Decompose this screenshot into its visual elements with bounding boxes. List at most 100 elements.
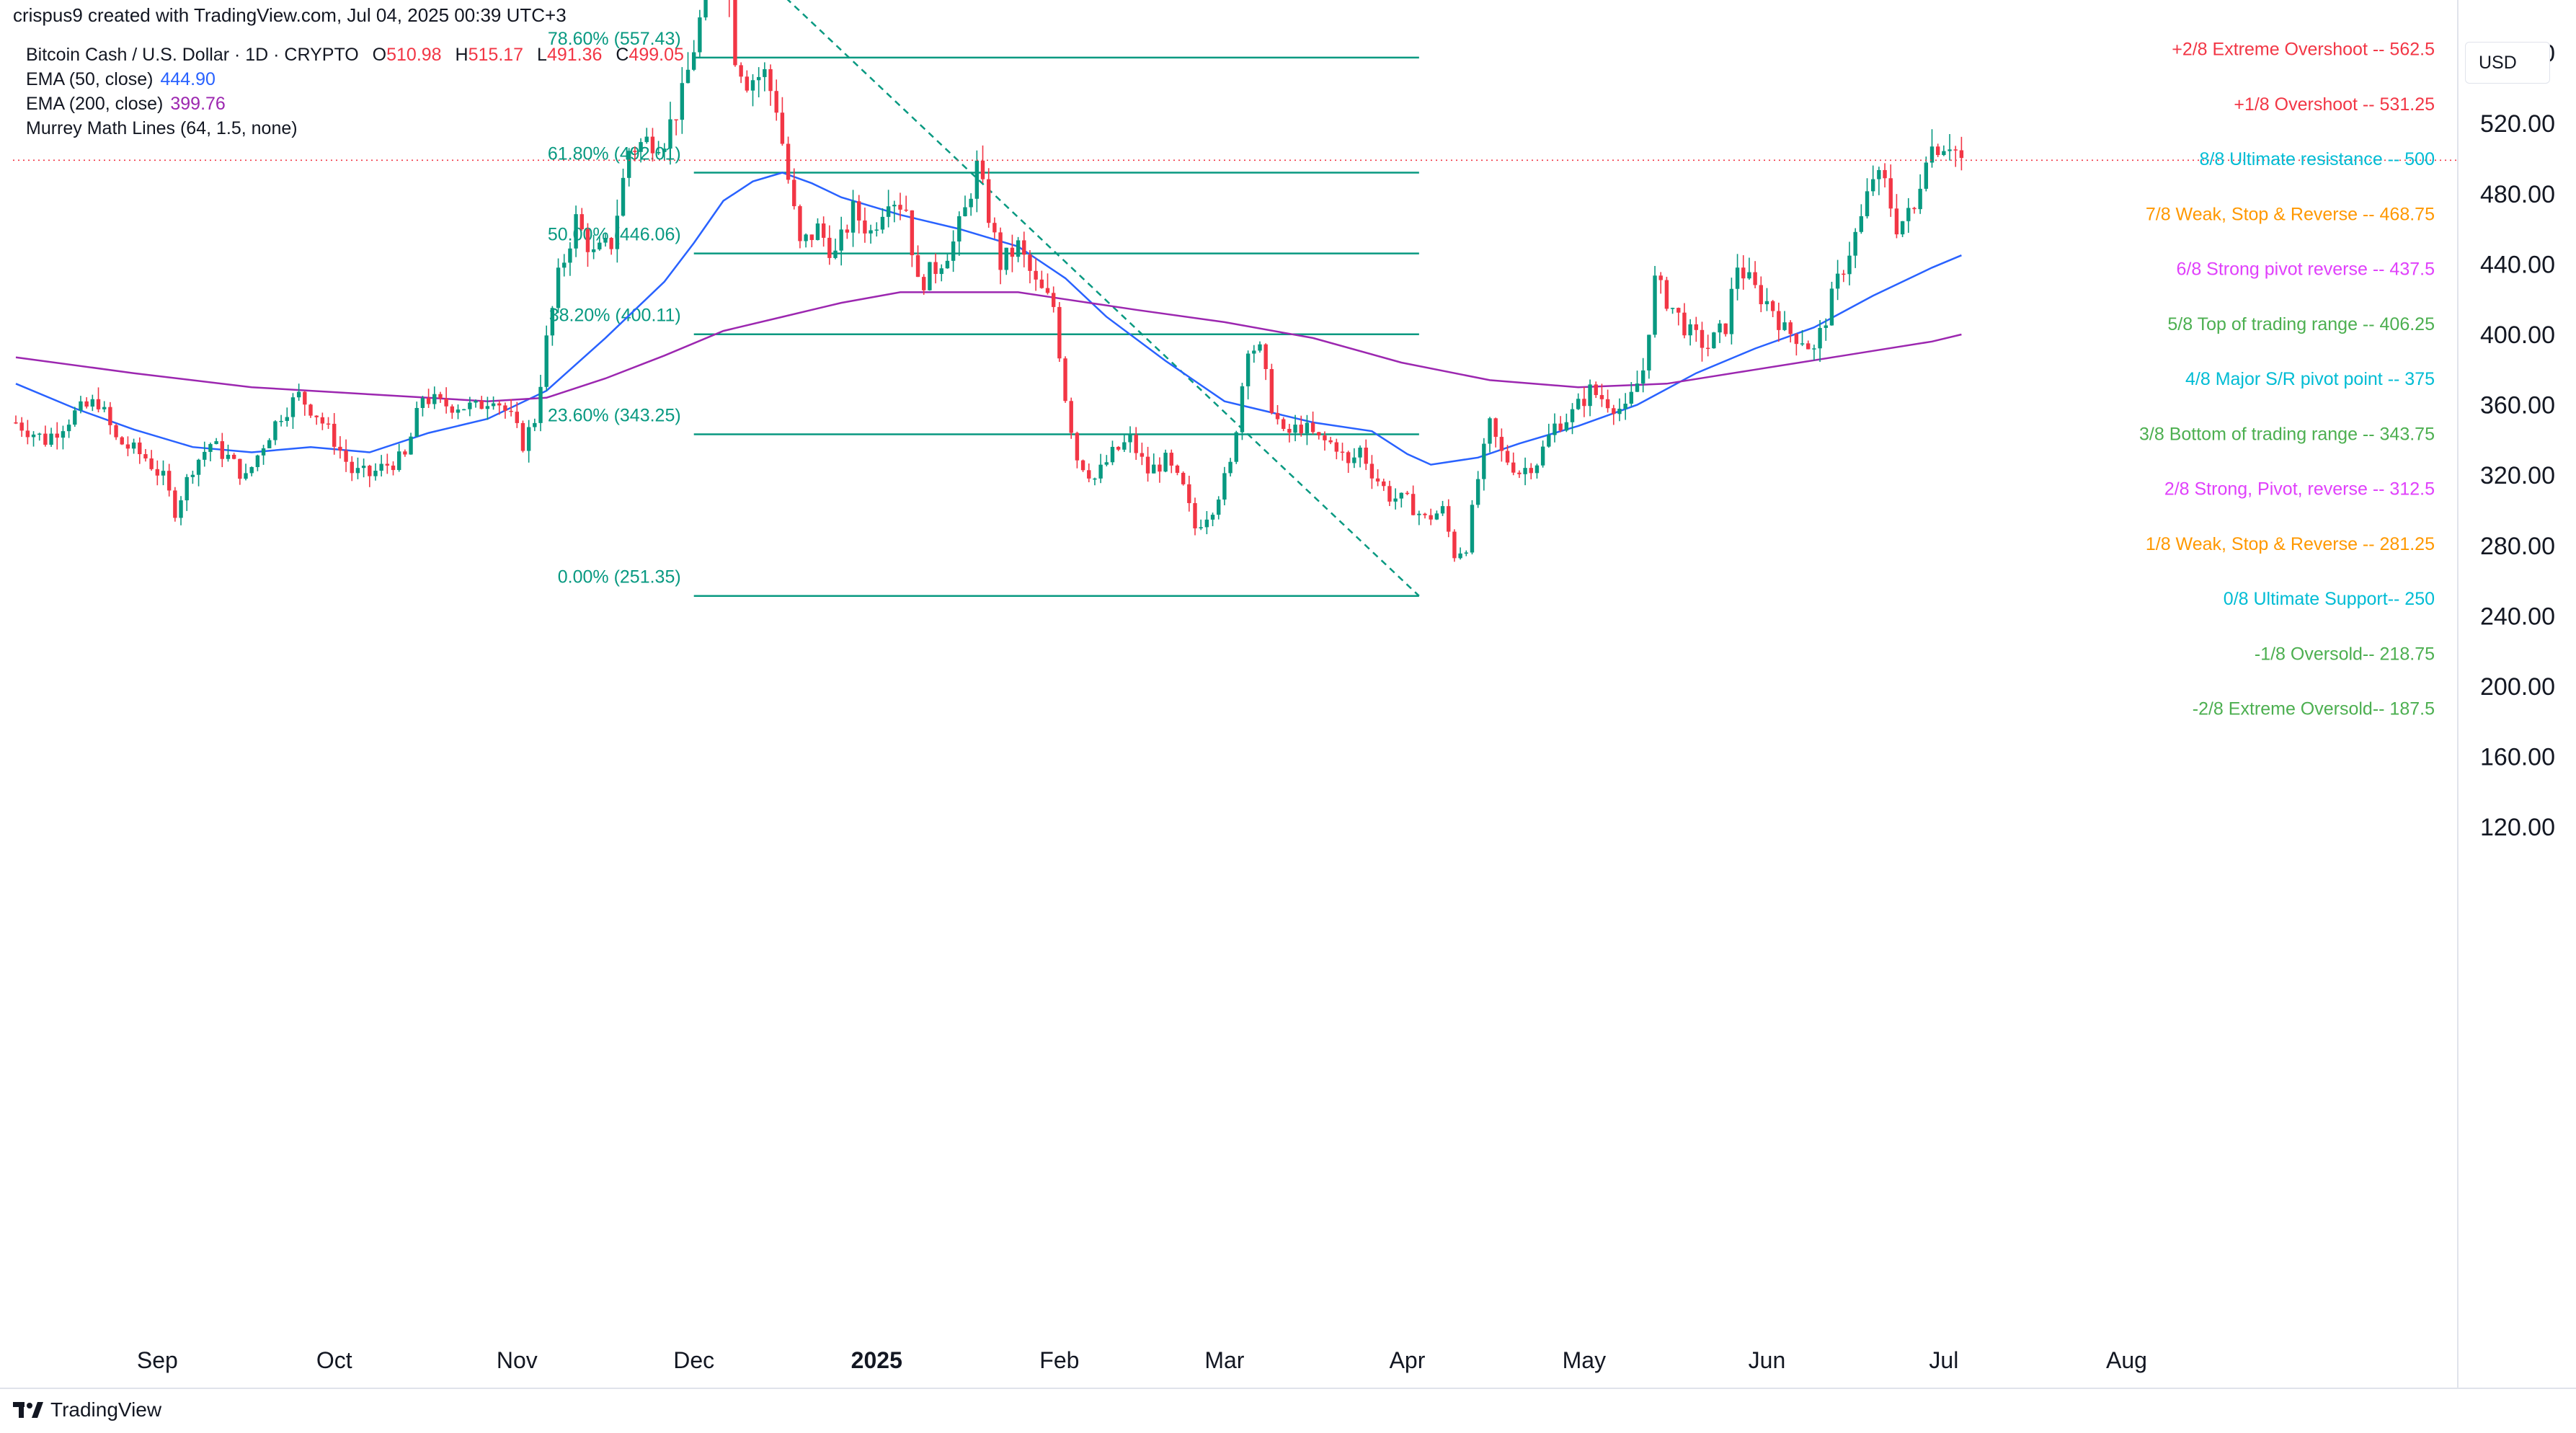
candle-body bbox=[1918, 188, 1922, 210]
candle-body bbox=[479, 400, 484, 409]
candle-body bbox=[55, 433, 59, 438]
candle-body bbox=[621, 177, 626, 216]
candle-body bbox=[1464, 552, 1468, 554]
candle-body bbox=[1729, 288, 1734, 334]
candle-body bbox=[680, 83, 685, 120]
candle-body bbox=[674, 119, 678, 121]
candle-body bbox=[1417, 513, 1421, 515]
candle-body bbox=[1369, 463, 1374, 479]
candle-body bbox=[745, 76, 750, 91]
candle-body bbox=[238, 458, 242, 479]
candle-body bbox=[203, 451, 207, 460]
candle-body bbox=[1912, 208, 1917, 210]
candle-body bbox=[1564, 422, 1569, 431]
ohlc-values: O510.98 H515.17 L491.36 C499.05 bbox=[364, 45, 684, 65]
symbol-legend[interactable]: Bitcoin Cash / U.S. Dollar · 1D · CRYPTO… bbox=[26, 45, 684, 66]
murrey-level-label: +1/8 Overshoot -- 531.25 bbox=[2234, 94, 2435, 115]
candle-body bbox=[1935, 146, 1940, 156]
candle-body bbox=[1375, 478, 1380, 482]
candle-body bbox=[980, 160, 985, 179]
candle-body bbox=[420, 398, 425, 408]
candle-body bbox=[261, 448, 266, 456]
candle-body bbox=[49, 433, 53, 445]
candle-body bbox=[1269, 369, 1274, 413]
candle-body bbox=[685, 69, 690, 84]
candle-body bbox=[1393, 498, 1398, 502]
candle-body bbox=[798, 206, 802, 241]
candle-body bbox=[125, 444, 130, 449]
time-tick-label: Oct bbox=[316, 1347, 352, 1373]
fibonacci-retracement[interactable]: 100.00% (640.77)78.60% (557.43)61.80% (4… bbox=[538, 0, 1420, 597]
candle-body bbox=[509, 410, 513, 412]
candle-body bbox=[1553, 423, 1557, 435]
candle-body bbox=[1057, 306, 1062, 359]
candle-body bbox=[1759, 285, 1763, 305]
tradingview-brand: TradingView bbox=[50, 1398, 162, 1421]
candle-body bbox=[1741, 267, 1746, 279]
candle-body bbox=[37, 433, 42, 435]
candle-body bbox=[1104, 462, 1109, 465]
candle-body bbox=[733, 0, 737, 66]
time-tick-label: 2025 bbox=[851, 1347, 902, 1373]
candle-body bbox=[320, 417, 325, 424]
candle-body bbox=[533, 422, 537, 427]
candle-body bbox=[1039, 279, 1044, 288]
candle-body bbox=[1924, 162, 1929, 189]
candle-body bbox=[874, 229, 879, 231]
candle-body bbox=[1310, 422, 1315, 432]
candle-body bbox=[1234, 432, 1238, 462]
candle-body bbox=[1493, 418, 1498, 438]
time-tick-label: Jul bbox=[1929, 1347, 1958, 1373]
candle-body bbox=[969, 198, 973, 208]
time-axis: Sep Oct Nov Dec 2025 Feb Mar Apr May Jun Jul Aug bbox=[0, 1347, 2576, 1389]
candle-body bbox=[1900, 221, 1905, 235]
price-tick-label: 200.00 bbox=[2480, 673, 2555, 701]
candle-body bbox=[249, 466, 254, 474]
high-label: H bbox=[455, 45, 468, 65]
tradingview-logo[interactable]: TradingView bbox=[13, 1398, 161, 1421]
candle-body bbox=[1087, 470, 1091, 479]
candle-body bbox=[1576, 399, 1581, 409]
close-label: C bbox=[616, 45, 629, 65]
legend-ema200[interactable]: EMA (200, close) 399.76 bbox=[26, 94, 226, 115]
legend-ema50[interactable]: EMA (50, close) 444.90 bbox=[26, 69, 216, 90]
murrey-level-label: -2/8 Extreme Oversold-- 187.5 bbox=[2193, 699, 2435, 719]
candle-body bbox=[155, 469, 160, 476]
candle-body bbox=[1411, 494, 1416, 515]
candle-body bbox=[1134, 435, 1138, 453]
candle-body bbox=[703, 0, 708, 18]
candle-body bbox=[1782, 322, 1787, 330]
candle-body bbox=[1175, 465, 1180, 473]
candle-body bbox=[379, 463, 383, 471]
candle-body bbox=[90, 399, 95, 407]
currency-button[interactable]: USD bbox=[2465, 42, 2550, 84]
legend-murrey[interactable]: Murrey Math Lines (64, 1.5, none) bbox=[26, 118, 298, 139]
candle-body bbox=[409, 436, 413, 455]
candle-body bbox=[1888, 178, 1893, 209]
candle-body bbox=[397, 451, 401, 471]
candle-body bbox=[196, 459, 201, 475]
murrey-level-label: 1/8 Weak, Stop & Reverse -- 281.25 bbox=[2146, 534, 2435, 554]
candle-body bbox=[403, 451, 407, 455]
candle-body bbox=[928, 262, 932, 290]
candle-body bbox=[1245, 353, 1251, 386]
candle-body bbox=[1488, 418, 1492, 444]
candle-body bbox=[31, 434, 36, 438]
candle-body bbox=[815, 223, 820, 240]
candle-body bbox=[131, 442, 136, 449]
legend-ema50-label: EMA (50, close) bbox=[26, 69, 154, 89]
candle-body bbox=[1110, 446, 1115, 463]
candle-body bbox=[939, 268, 943, 275]
candle-body bbox=[1953, 149, 1958, 151]
candle-body bbox=[432, 394, 437, 404]
fib-trend-line bbox=[786, 0, 1420, 597]
candle-body bbox=[1505, 451, 1510, 463]
candle-body bbox=[922, 277, 926, 290]
candle-body bbox=[1929, 146, 1935, 163]
candle-body bbox=[880, 216, 885, 230]
candle-body bbox=[792, 179, 796, 207]
candle-body bbox=[910, 210, 915, 256]
candle-body bbox=[314, 415, 319, 417]
tradingview-logo-icon bbox=[13, 1402, 43, 1418]
